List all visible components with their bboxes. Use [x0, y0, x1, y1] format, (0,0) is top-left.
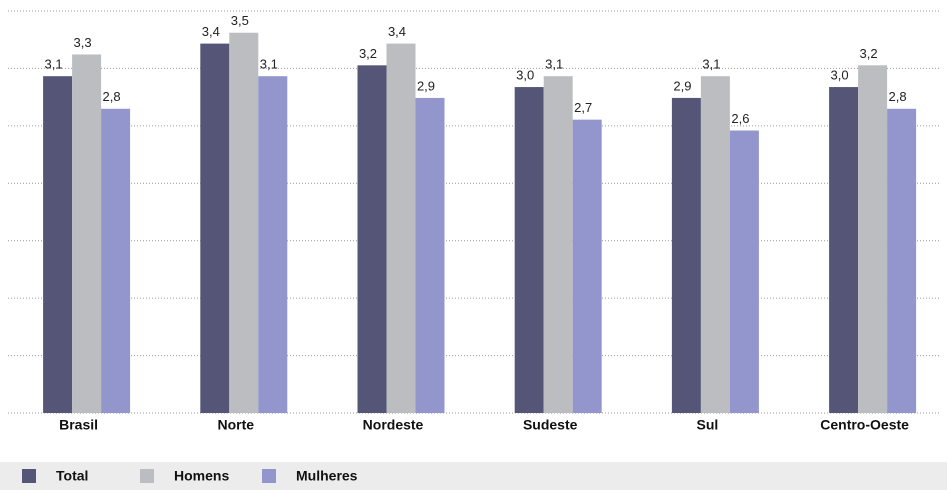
value-label: 3,2 — [359, 46, 377, 61]
bar — [200, 43, 230, 413]
bar — [858, 65, 888, 413]
value-label: 2,7 — [574, 100, 592, 115]
bar — [72, 54, 102, 413]
bar — [415, 97, 445, 414]
bar — [101, 108, 131, 413]
value-label: 3,4 — [388, 24, 406, 39]
value-label: 3,4 — [202, 24, 220, 39]
x-tick-label: Sudeste — [523, 417, 578, 433]
value-label: 2,8 — [889, 89, 907, 104]
value-label: 2,9 — [673, 78, 691, 93]
legend-swatch — [262, 469, 276, 483]
legend-label: Homens — [174, 468, 229, 484]
value-label: 3,5 — [231, 13, 249, 28]
value-label: 3,1 — [702, 57, 720, 72]
value-label: 2,8 — [103, 89, 121, 104]
value-label: 2,9 — [417, 78, 435, 93]
x-tick-label: Norte — [218, 417, 255, 433]
bar — [43, 76, 73, 414]
value-label: 3,2 — [860, 46, 878, 61]
bar — [572, 119, 602, 413]
value-label: 3,0 — [831, 67, 849, 82]
bar — [258, 76, 288, 414]
value-label: 3,0 — [516, 67, 534, 82]
value-label: 3,1 — [545, 57, 563, 72]
value-label: 3,1 — [45, 57, 63, 72]
bar — [729, 130, 759, 413]
bar — [229, 32, 259, 413]
legend-swatch — [140, 469, 154, 483]
bar — [357, 65, 387, 413]
value-label: 2,6 — [731, 111, 749, 126]
x-tick-label: Sul — [697, 417, 719, 433]
bar — [514, 87, 544, 414]
bar — [829, 87, 859, 414]
x-tick-label: Nordeste — [363, 417, 424, 433]
value-label: 3,3 — [74, 35, 92, 50]
value-label: 3,1 — [260, 57, 278, 72]
bar — [700, 76, 730, 414]
bar — [543, 76, 573, 414]
x-tick-label: Centro-Oeste — [820, 417, 909, 433]
legend-label: Mulheres — [296, 468, 358, 484]
x-tick-label: Brasil — [59, 417, 98, 433]
legend-swatch — [22, 469, 36, 483]
legend-label: Total — [56, 468, 88, 484]
bar — [671, 97, 701, 414]
legend-band — [0, 462, 947, 490]
bar — [887, 108, 917, 413]
bar — [386, 43, 416, 413]
